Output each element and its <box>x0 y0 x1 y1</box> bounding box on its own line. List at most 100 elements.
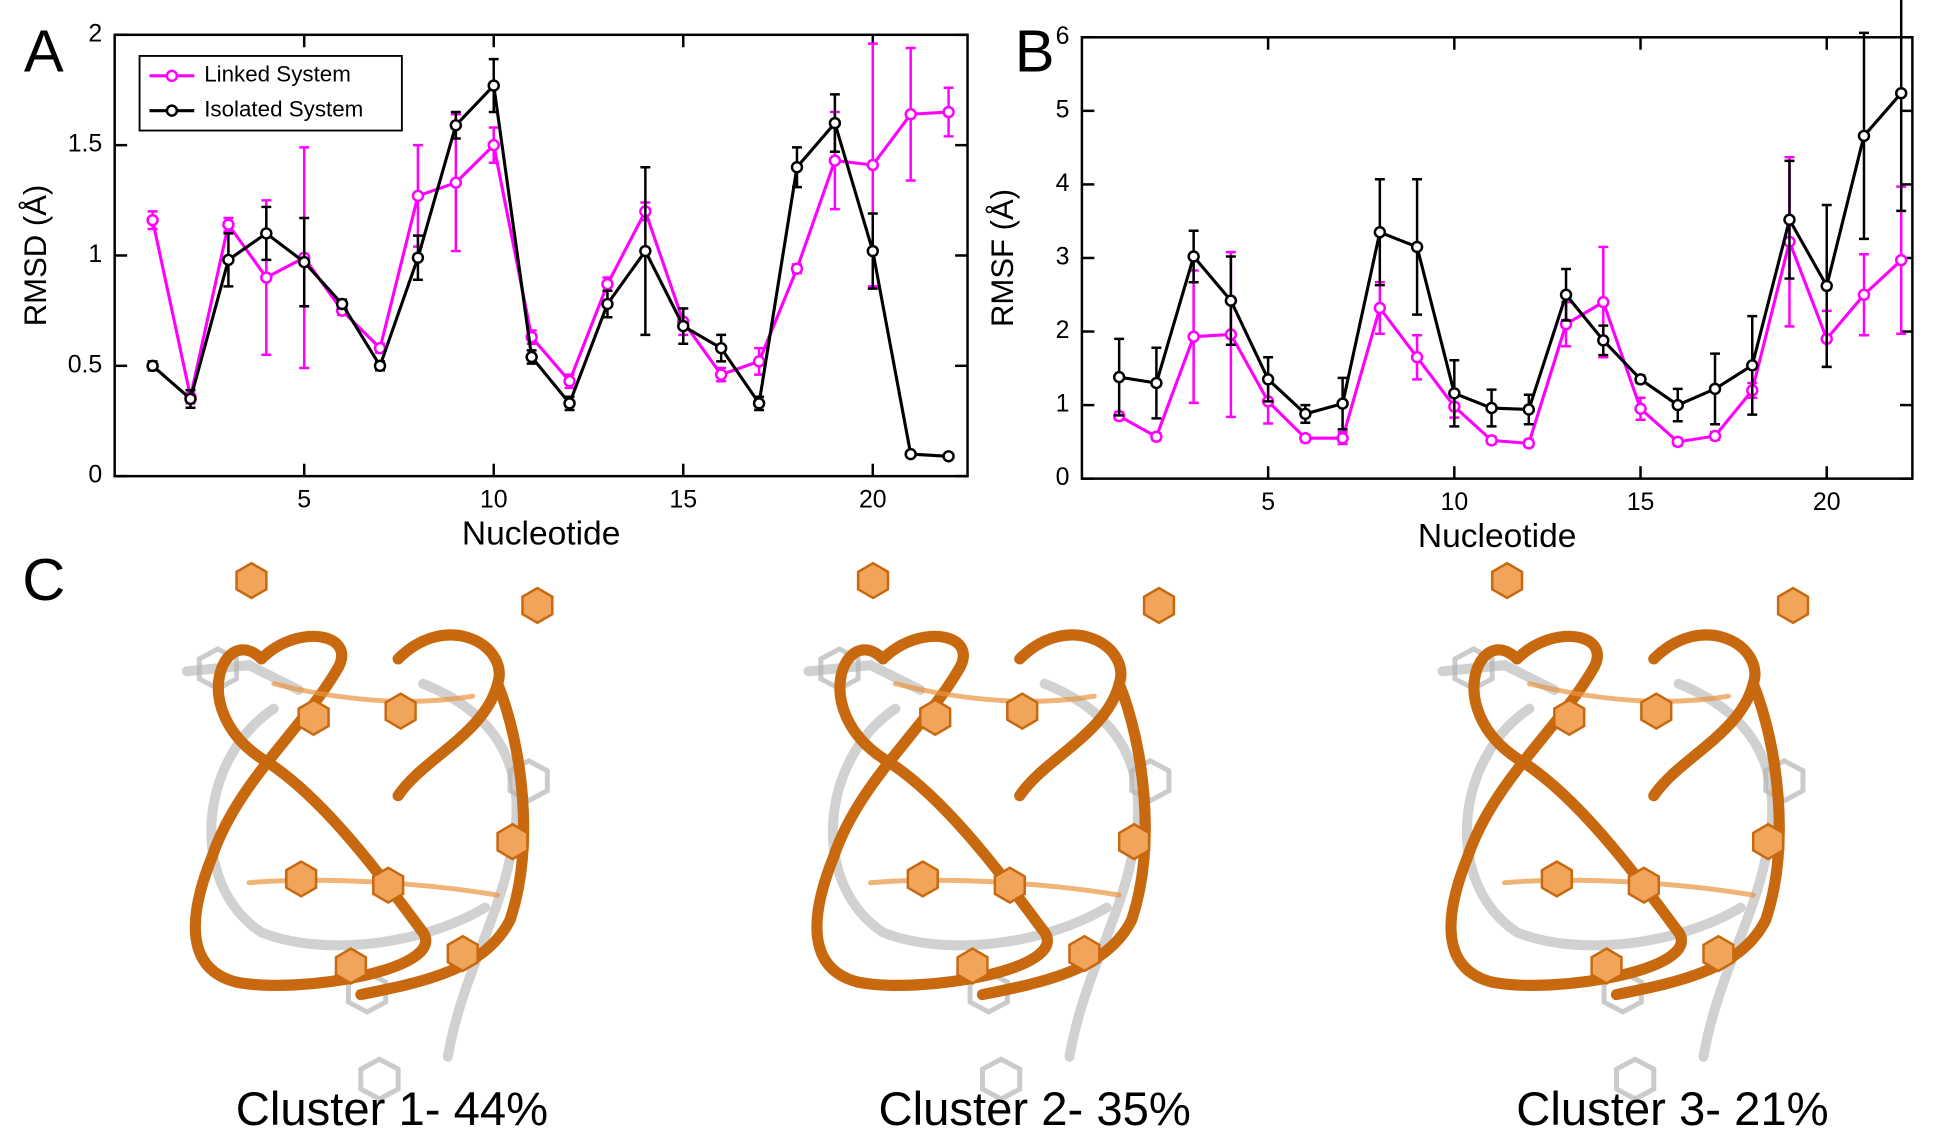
point <box>1597 334 1610 347</box>
panel-label: A <box>24 18 64 85</box>
legend-marker <box>165 104 179 117</box>
point <box>260 227 273 240</box>
point <box>487 79 500 92</box>
point <box>1671 398 1684 412</box>
legend-label: Isolated System <box>204 97 363 122</box>
y-tick-label: 1 <box>1056 390 1070 418</box>
point <box>601 277 614 291</box>
point <box>222 218 235 231</box>
legend-marker <box>165 69 179 83</box>
point <box>1559 288 1573 301</box>
y-tick-label: 1.5 <box>68 130 103 158</box>
legend-box <box>138 55 403 132</box>
point <box>563 375 576 388</box>
x-tick-label: 10 <box>1440 488 1468 516</box>
point <box>1746 359 1759 372</box>
y-tick-label: 6 <box>1056 22 1070 50</box>
x-tick-label: 20 <box>859 486 887 514</box>
y-tick-label: 5 <box>1056 95 1070 123</box>
y-tick-label: 2 <box>88 19 102 47</box>
point <box>1671 435 1684 449</box>
cluster-caption: Cluster 1- 44% <box>236 1083 548 1136</box>
point <box>942 450 955 463</box>
legend-label: Linked System <box>204 62 351 87</box>
point <box>866 158 879 172</box>
cluster-3-structure <box>1442 563 1808 1099</box>
point <box>790 262 804 275</box>
point <box>639 244 652 258</box>
point <box>1708 382 1722 396</box>
x-tick-label: 5 <box>1261 488 1275 516</box>
x-tick-label: 15 <box>1627 488 1655 516</box>
point <box>1894 253 1908 267</box>
point <box>222 253 235 267</box>
panel-label: B <box>1015 18 1055 85</box>
point <box>1373 301 1387 315</box>
error-bar <box>1896 0 1907 213</box>
point <box>525 350 538 364</box>
point <box>1485 434 1498 447</box>
point <box>828 154 842 167</box>
point <box>1634 373 1647 386</box>
point <box>904 447 917 461</box>
point <box>1820 279 1833 293</box>
point <box>1783 213 1796 226</box>
chart: 0 1 2 3 4 5 6 5 10 15 20 Nucleotide RMSF (Å) <box>985 0 1914 555</box>
series-line <box>1118 236 1903 445</box>
point <box>828 116 842 130</box>
point <box>1857 288 1871 301</box>
y-tick-label: 2 <box>1056 316 1070 344</box>
point <box>1187 330 1200 343</box>
point <box>942 105 955 119</box>
panel-label: C <box>22 546 65 613</box>
point <box>449 176 463 189</box>
point <box>601 297 614 311</box>
point <box>373 359 387 373</box>
y-tick-label: 1 <box>88 240 102 268</box>
point <box>1448 387 1461 400</box>
point <box>752 355 766 368</box>
point <box>1597 295 1610 309</box>
y-tick-label: 4 <box>1056 169 1070 197</box>
y-axis-label: RMSF (Å) <box>985 189 1020 327</box>
chart: 0 0.5 1 1.5 2 5 10 15 20 Nucleotide RMSD (Å) Linked… <box>18 19 969 553</box>
point <box>411 251 425 264</box>
y-tick-label: 0 <box>1056 463 1070 491</box>
point <box>1708 429 1722 443</box>
point <box>1894 86 1908 100</box>
x-axis-label: Nucleotide <box>1418 518 1577 555</box>
point <box>1150 376 1163 390</box>
point <box>866 244 879 258</box>
point <box>790 160 804 174</box>
cluster-1-structure <box>187 563 553 1099</box>
y-axis-label: RMSD (Å) <box>18 185 53 327</box>
y-tick-label: 0.5 <box>68 350 103 378</box>
point <box>563 397 576 410</box>
point <box>1410 240 1424 254</box>
point <box>904 108 917 121</box>
point <box>449 119 463 132</box>
cluster-caption: Cluster 3- 21% <box>1516 1083 1828 1136</box>
point <box>335 297 349 311</box>
point <box>752 397 766 410</box>
point <box>1336 397 1349 410</box>
series-line <box>151 110 949 398</box>
point <box>1634 402 1647 415</box>
series-line <box>1118 92 1903 416</box>
point <box>1373 226 1387 239</box>
point <box>1150 430 1163 443</box>
point <box>1224 294 1238 307</box>
x-tick-label: 10 <box>480 486 508 514</box>
x-tick-label: 15 <box>669 486 697 514</box>
cluster-caption: Cluster 2- 35% <box>878 1083 1190 1136</box>
point <box>1299 431 1312 445</box>
point <box>1336 431 1349 445</box>
point <box>1522 437 1536 450</box>
point <box>1299 407 1312 421</box>
x-tick-label: 20 <box>1813 488 1841 516</box>
point <box>184 392 197 406</box>
point <box>1112 370 1126 384</box>
x-tick-label: 5 <box>297 486 311 514</box>
